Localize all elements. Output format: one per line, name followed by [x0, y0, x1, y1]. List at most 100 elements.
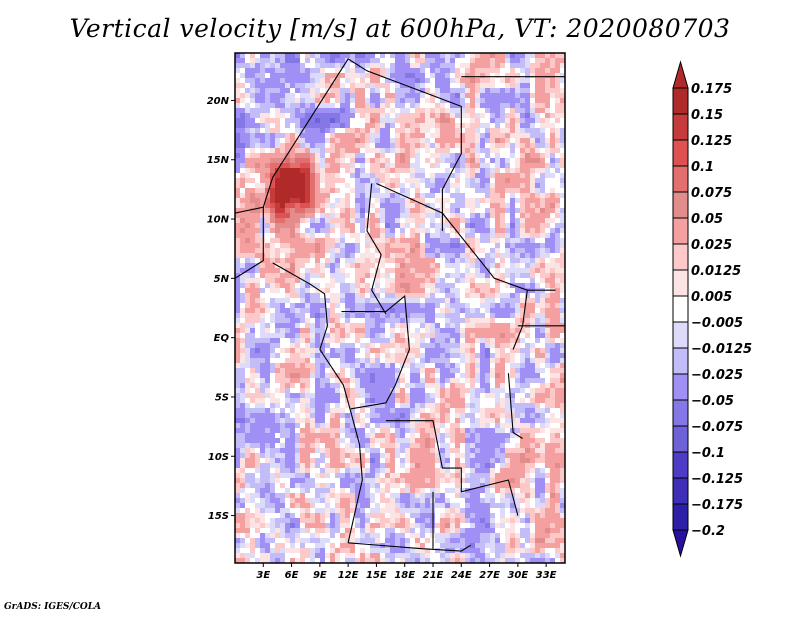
field-cell	[335, 413, 340, 418]
field-cell	[280, 378, 285, 383]
field-cell	[290, 333, 295, 338]
field-cell	[345, 363, 350, 368]
field-cell	[290, 53, 295, 58]
field-cell	[500, 128, 505, 133]
field-cell	[360, 278, 365, 283]
field-cell	[460, 238, 465, 243]
field-cell	[540, 348, 545, 353]
field-cell	[260, 233, 265, 238]
field-cell	[460, 318, 465, 323]
field-cell	[535, 173, 540, 178]
field-cell	[475, 233, 480, 238]
field-cell	[545, 118, 550, 123]
field-cell	[380, 313, 385, 318]
field-cell	[265, 118, 270, 123]
field-cell	[480, 278, 485, 283]
field-cell	[545, 368, 550, 373]
field-cell	[460, 123, 465, 128]
field-cell	[505, 378, 510, 383]
field-cell	[350, 413, 355, 418]
field-cell	[245, 333, 250, 338]
field-cell	[355, 118, 360, 123]
field-cell	[315, 118, 320, 123]
field-cell	[390, 283, 395, 288]
field-cell	[480, 168, 485, 173]
field-cell	[275, 333, 280, 338]
field-cell	[460, 383, 465, 388]
field-cell	[310, 218, 315, 223]
field-cell	[450, 73, 455, 78]
field-cell	[545, 378, 550, 383]
field-cell	[515, 293, 520, 298]
field-cell	[300, 428, 305, 433]
field-cell	[525, 383, 530, 388]
field-cell	[555, 363, 560, 368]
field-cell	[555, 73, 560, 78]
field-cell	[430, 333, 435, 338]
field-cell	[250, 233, 255, 238]
field-cell	[290, 373, 295, 378]
field-cell	[325, 348, 330, 353]
field-cell	[390, 268, 395, 273]
field-cell	[335, 198, 340, 203]
field-cell	[345, 373, 350, 378]
field-cell	[320, 343, 325, 348]
field-cell	[240, 403, 245, 408]
field-cell	[305, 118, 310, 123]
field-cell	[360, 288, 365, 293]
field-cell	[320, 243, 325, 248]
field-cell	[400, 78, 405, 83]
field-cell	[395, 143, 400, 148]
field-cell	[540, 208, 545, 213]
field-cell	[355, 168, 360, 173]
field-cell	[360, 353, 365, 358]
field-cell	[275, 233, 280, 238]
field-cell	[370, 353, 375, 358]
field-cell	[475, 308, 480, 313]
field-cell	[475, 88, 480, 93]
field-cell	[420, 268, 425, 273]
field-cell	[360, 378, 365, 383]
field-cell	[465, 283, 470, 288]
field-cell	[390, 403, 395, 408]
field-cell	[550, 173, 555, 178]
field-cell	[355, 258, 360, 263]
field-cell	[420, 108, 425, 113]
field-cell	[520, 403, 525, 408]
field-cell	[520, 408, 525, 413]
field-cell	[270, 153, 275, 158]
field-cell	[415, 298, 420, 303]
field-cell	[240, 118, 245, 123]
field-cell	[330, 128, 335, 133]
field-cell	[470, 143, 475, 148]
field-cell	[325, 158, 330, 163]
field-cell	[260, 188, 265, 193]
field-cell	[325, 283, 330, 288]
field-cell	[260, 313, 265, 318]
field-cell	[390, 213, 395, 218]
field-cell	[515, 363, 520, 368]
field-cell	[275, 298, 280, 303]
field-cell	[390, 358, 395, 363]
field-cell	[440, 153, 445, 158]
field-cell	[445, 418, 450, 423]
field-cell	[520, 198, 525, 203]
field-cell	[380, 93, 385, 98]
field-cell	[485, 358, 490, 363]
field-cell	[310, 108, 315, 113]
field-cell	[385, 158, 390, 163]
field-cell	[330, 318, 335, 323]
field-cell	[460, 93, 465, 98]
field-cell	[315, 198, 320, 203]
field-cell	[260, 83, 265, 88]
field-cell	[355, 193, 360, 198]
field-cell	[380, 418, 385, 423]
field-cell	[405, 208, 410, 213]
field-cell	[540, 128, 545, 133]
field-cell	[390, 408, 395, 413]
field-cell	[345, 158, 350, 163]
field-cell	[310, 178, 315, 183]
field-cell	[345, 238, 350, 243]
field-cell	[355, 248, 360, 253]
field-cell	[415, 223, 420, 228]
